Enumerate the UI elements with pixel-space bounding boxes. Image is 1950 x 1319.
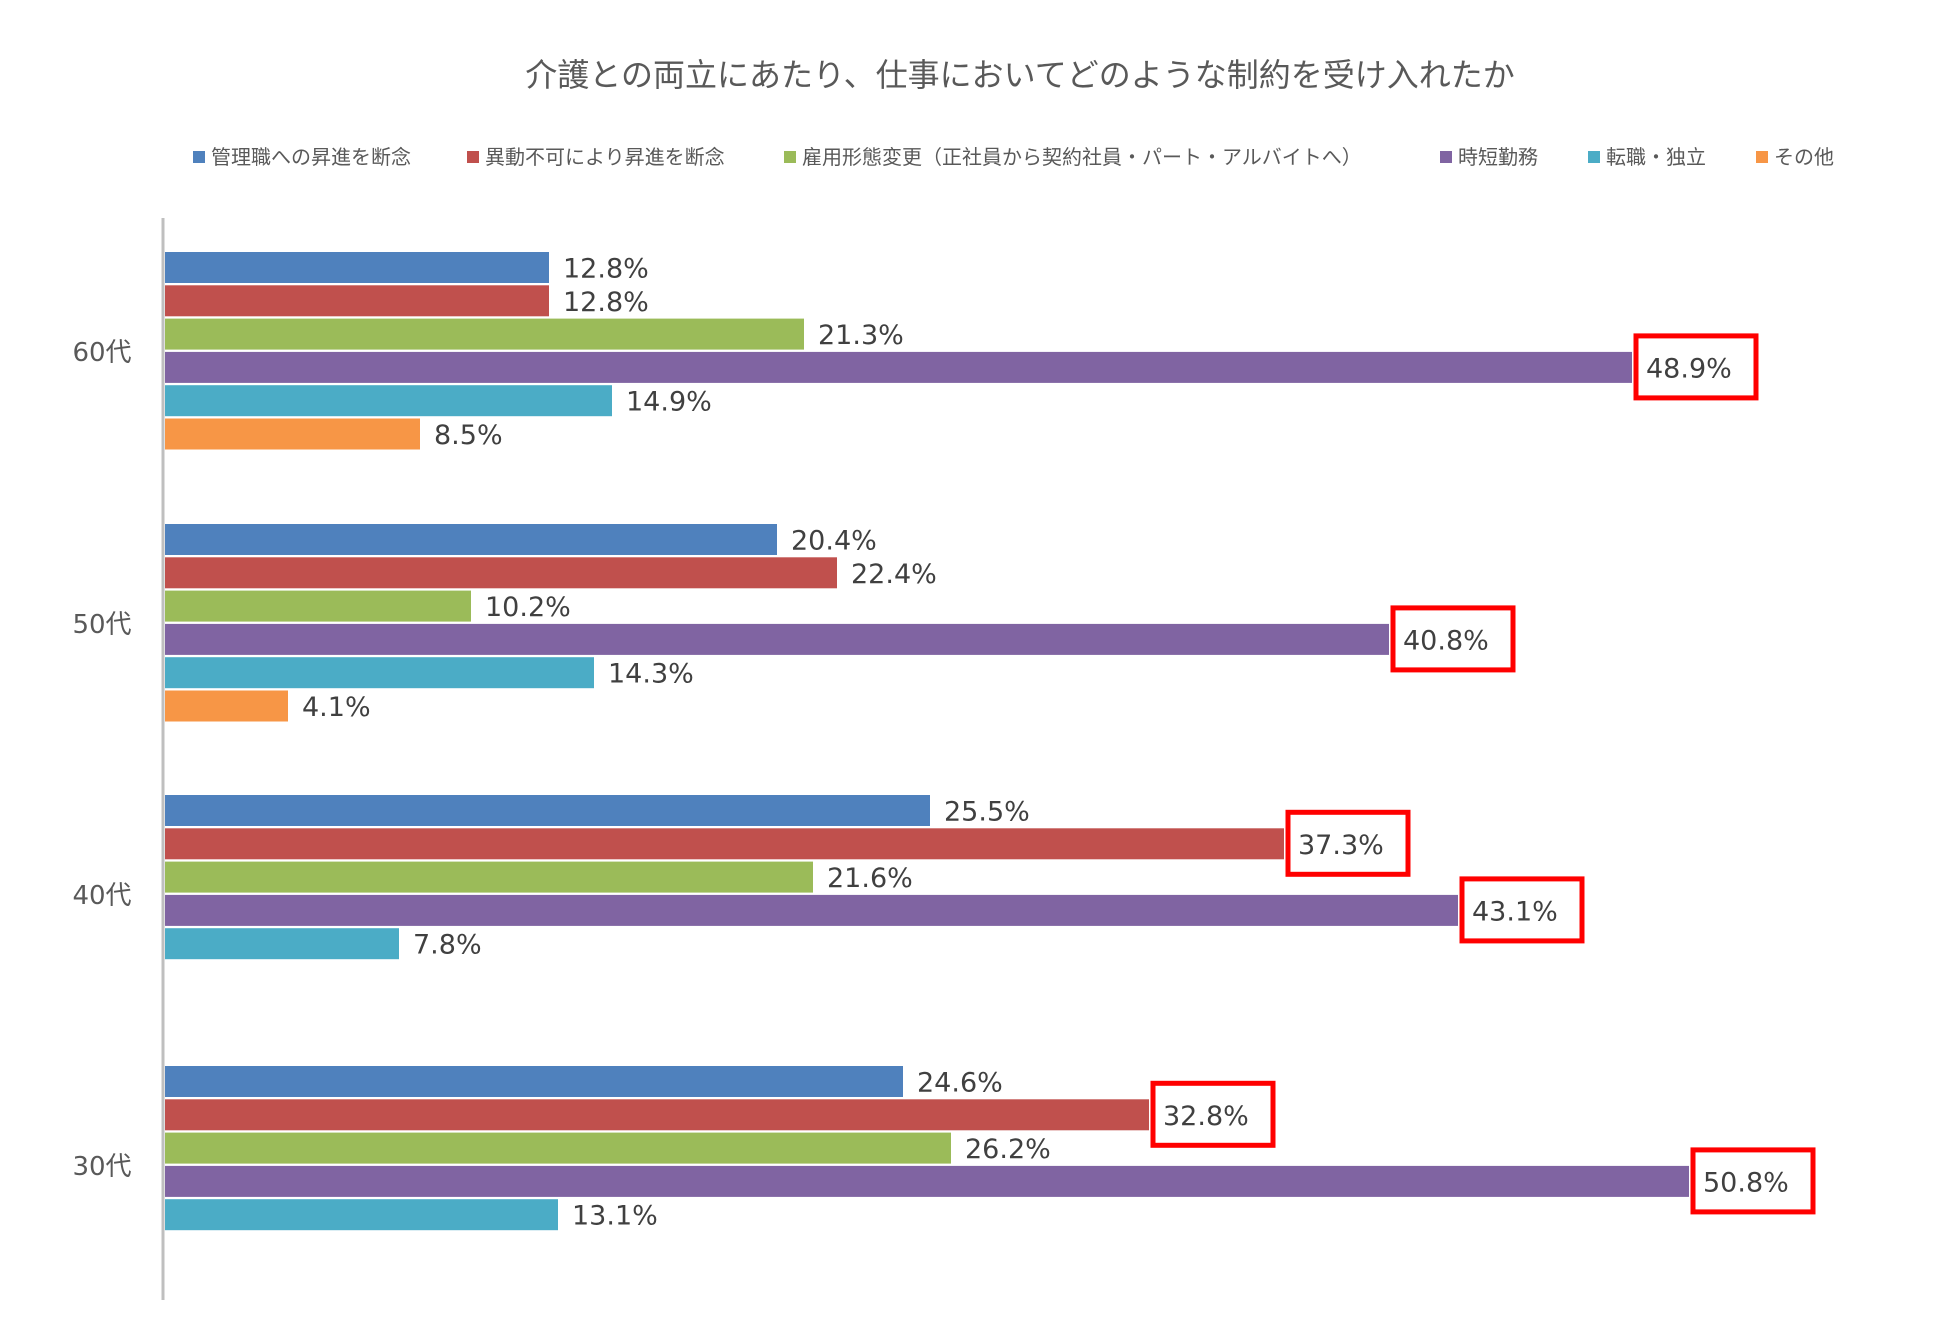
data-label: 43.1% [1472, 896, 1558, 927]
data-label: 21.3% [818, 320, 904, 351]
data-label: 32.8% [1163, 1101, 1249, 1132]
bar [165, 351, 1632, 383]
legend-label: 時短勤務 [1458, 145, 1538, 169]
data-label: 22.4% [851, 559, 937, 590]
data-label: 14.3% [608, 659, 694, 690]
bar [165, 795, 930, 826]
highlight-box [1459, 876, 1585, 944]
data-label: 10.2% [485, 592, 571, 623]
bar [165, 524, 777, 555]
data-label: 37.3% [1298, 830, 1384, 861]
legend-swatch [1588, 151, 1600, 163]
bar [165, 1165, 1689, 1197]
bar [165, 318, 804, 350]
highlight-box [1690, 1147, 1816, 1215]
data-label: 14.9% [626, 387, 712, 418]
legend-label: 雇用形態変更（正社員から契約社員・パート・アルバイトへ） [802, 145, 1362, 169]
category-label: 40代 [72, 881, 131, 911]
bar [165, 285, 549, 317]
legend-item: 異動不可により昇進を断念 [467, 145, 725, 169]
legend-swatch [1756, 151, 1768, 163]
bar [165, 657, 594, 689]
bar [165, 1199, 558, 1231]
bar [165, 828, 1284, 860]
category-label: 60代 [72, 338, 131, 368]
category-label: 30代 [72, 1152, 131, 1182]
category-label: 50代 [72, 610, 131, 640]
bar [165, 623, 1389, 655]
data-labels: 12.8%12.8% 21.3% 48.9% 14.9% 8.5% 20.4%22.4% 1… [302, 254, 1816, 1232]
bar [165, 252, 549, 283]
highlight-box [1150, 1080, 1276, 1148]
data-label: 48.9% [1646, 353, 1732, 384]
data-label: 25.5% [944, 797, 1030, 828]
data-label: 4.1% [302, 692, 371, 723]
legend: 管理職への昇進を断念 異動不可により昇進を断念 雇用形態変更（正社員から契約社員・パ… [193, 145, 1834, 169]
chart-title: 介護との両立にあたり、仕事においてどのような制約を受け入れたか [525, 56, 1514, 94]
data-label: 13.1% [572, 1201, 658, 1232]
highlight-box [1633, 333, 1759, 401]
highlight-box [1285, 809, 1411, 877]
legend-item: その他 [1756, 145, 1834, 169]
bar [165, 590, 471, 622]
bar [165, 385, 612, 417]
bar [165, 1099, 1149, 1131]
legend-label: 管理職への昇進を断念 [211, 145, 411, 169]
data-label: 12.8% [563, 287, 649, 318]
data-label: 40.8% [1403, 625, 1489, 656]
data-label: 20.4% [791, 526, 877, 557]
data-label: 12.8% [563, 254, 649, 285]
data-label: 8.5% [434, 420, 503, 451]
legend-label: 転職・独立 [1606, 145, 1706, 169]
bar [165, 1066, 903, 1097]
bar [165, 1132, 951, 1164]
bar [165, 861, 813, 893]
bars [165, 252, 1689, 1231]
legend-label: 異動不可により昇進を断念 [485, 145, 725, 169]
legend-swatch [1440, 151, 1452, 163]
data-label: 7.8% [413, 930, 482, 961]
legend-item: 管理職への昇進を断念 [193, 145, 411, 169]
data-label: 26.2% [965, 1134, 1051, 1165]
bar [165, 928, 399, 960]
legend-swatch [467, 151, 479, 163]
legend-item: 転職・独立 [1588, 145, 1706, 169]
data-label: 50.8% [1703, 1167, 1789, 1198]
data-label: 24.6% [917, 1068, 1003, 1099]
data-label: 21.6% [827, 863, 913, 894]
legend-label: その他 [1774, 145, 1834, 169]
legend-swatch [193, 151, 205, 163]
legend-item: 雇用形態変更（正社員から契約社員・パート・アルバイトへ） [784, 145, 1362, 169]
legend-item: 時短勤務 [1440, 145, 1538, 169]
legend-swatch [784, 151, 796, 163]
bar [165, 418, 420, 450]
highlight-box [1390, 605, 1516, 673]
bar [165, 894, 1458, 926]
category-labels: 60代 50代 40代 30代 [72, 338, 131, 1182]
bar [165, 557, 837, 589]
bar [165, 690, 288, 722]
